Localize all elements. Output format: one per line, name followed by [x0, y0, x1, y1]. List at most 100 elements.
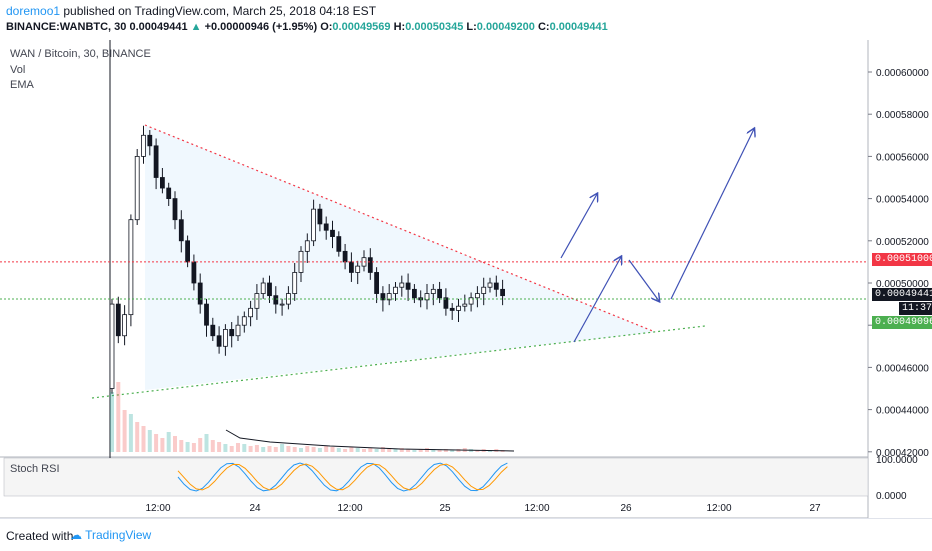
candle-body	[481, 286, 487, 294]
candle-body	[330, 229, 335, 237]
candle-body	[210, 324, 216, 337]
time-tick-label: 27	[809, 503, 821, 514]
volume-bar	[412, 450, 417, 452]
candle-body	[115, 303, 121, 337]
candle-body	[260, 282, 266, 294]
candle-body	[311, 208, 317, 242]
ohlc-line: BINANCE:WANBTC, 30 0.00049441 ▲ +0.00000…	[6, 21, 608, 33]
candle-body	[248, 307, 254, 318]
vol-label: Vol	[10, 64, 26, 76]
volume-bar	[317, 448, 322, 452]
candle-body	[191, 261, 197, 284]
candle-body	[279, 303, 285, 306]
volume-bar	[393, 449, 398, 452]
volume-bar	[418, 449, 423, 452]
price-tick-label: 0.00056000	[876, 152, 929, 163]
candle-body	[393, 286, 398, 294]
tradingview-brand: TradingView	[85, 528, 152, 542]
volume-bar	[475, 450, 480, 452]
candle-body	[367, 257, 373, 273]
candle-body	[342, 250, 348, 263]
publish-info: published on TradingView.com, March 25, …	[60, 4, 377, 18]
volume-bar	[311, 447, 316, 452]
open-value: 0.00049569	[332, 21, 391, 33]
volume-bar	[204, 434, 209, 452]
candle-body	[292, 272, 298, 294]
volume-bar	[286, 446, 291, 452]
time-tick-label: 25	[439, 503, 451, 514]
support-price-tag: 0.00049096	[872, 316, 932, 329]
volume-bar	[406, 449, 411, 452]
candle-body	[487, 282, 493, 288]
volume-bar	[217, 442, 222, 452]
time-tick-label: 12:00	[145, 503, 170, 514]
rsi-tick-label: 0.0000	[876, 491, 907, 502]
projection-arrow	[560, 194, 597, 259]
candle-body	[399, 282, 405, 288]
projection-arrow	[670, 129, 754, 300]
volume-bar	[267, 446, 272, 452]
cloud-icon: ☁	[70, 528, 82, 542]
volume-bar	[179, 440, 184, 452]
volume-bar	[141, 426, 146, 452]
volume-bar	[116, 382, 121, 452]
volume-bar	[236, 443, 240, 452]
stoch-k-line	[177, 462, 508, 492]
chart-title: WAN / Bitcoin, 30, BINANCE	[10, 48, 151, 60]
candle-body	[304, 240, 310, 252]
candle-body	[474, 293, 480, 299]
candle-body	[122, 314, 127, 337]
projection-arrow	[628, 259, 659, 301]
volume-bar	[299, 448, 303, 452]
volume-bar	[154, 434, 159, 452]
candle-body	[424, 293, 430, 301]
candle-body	[411, 288, 417, 299]
volume-bar	[198, 438, 203, 452]
price-tick-label: 0.00058000	[876, 110, 929, 121]
price-change: +0.00000946 (+1.95%)	[201, 21, 318, 33]
volume-bar	[223, 444, 228, 452]
stoch-rsi-label: Stoch RSI	[10, 463, 60, 475]
volume-bar	[362, 449, 366, 452]
volume-bar	[261, 447, 266, 452]
last-price-tag: 0.00049441	[872, 288, 932, 301]
candle-body	[468, 297, 474, 305]
candle-body	[235, 324, 241, 337]
chart-area[interactable]: 0.00060000 0.00058000 0.00056000 0.00054000…	[0, 40, 932, 522]
created-with-text: Created with	[6, 529, 74, 543]
price-chart[interactable]: 0.00060000 0.00058000 0.00056000 0.00054000…	[0, 40, 932, 522]
candle-body	[153, 145, 159, 178]
projection-arrow	[573, 257, 621, 343]
stoch-d-line	[177, 463, 508, 491]
close-label: C:	[537, 21, 550, 33]
candle-body	[159, 177, 165, 189]
volume-bar	[324, 446, 329, 452]
volume-bar	[166, 432, 171, 452]
rsi-axis: 100.0000 0.0000	[876, 455, 918, 502]
candle-body	[273, 295, 279, 305]
candle-body	[500, 288, 506, 297]
candle-body	[185, 240, 191, 263]
footer: Created with ☁ TradingView	[0, 518, 932, 551]
candle-body	[336, 236, 342, 252]
volume-bar	[122, 410, 127, 452]
candle-body	[204, 303, 209, 326]
candle-body	[197, 282, 203, 305]
chart-header: doremoo1 published on TradingView.com, M…	[0, 0, 932, 40]
volume-bar	[254, 445, 259, 452]
volume-bar	[160, 438, 165, 452]
volume-bar	[336, 448, 341, 452]
author-link[interactable]: doremoo1	[6, 4, 61, 18]
candle-body	[128, 219, 134, 316]
volume-bar	[128, 414, 133, 452]
candle-body	[241, 316, 247, 326]
volume-bar	[349, 447, 354, 452]
tradingview-logo[interactable]: ☁ TradingView	[70, 528, 151, 542]
candle-body	[374, 272, 380, 294]
price-tick-label: 0.00052000	[876, 237, 929, 248]
volume-bar	[173, 436, 177, 452]
volume-bar	[292, 447, 297, 452]
candle-body	[222, 329, 228, 347]
volume-bar	[135, 422, 140, 452]
time-tick-label: 12:00	[706, 503, 731, 514]
